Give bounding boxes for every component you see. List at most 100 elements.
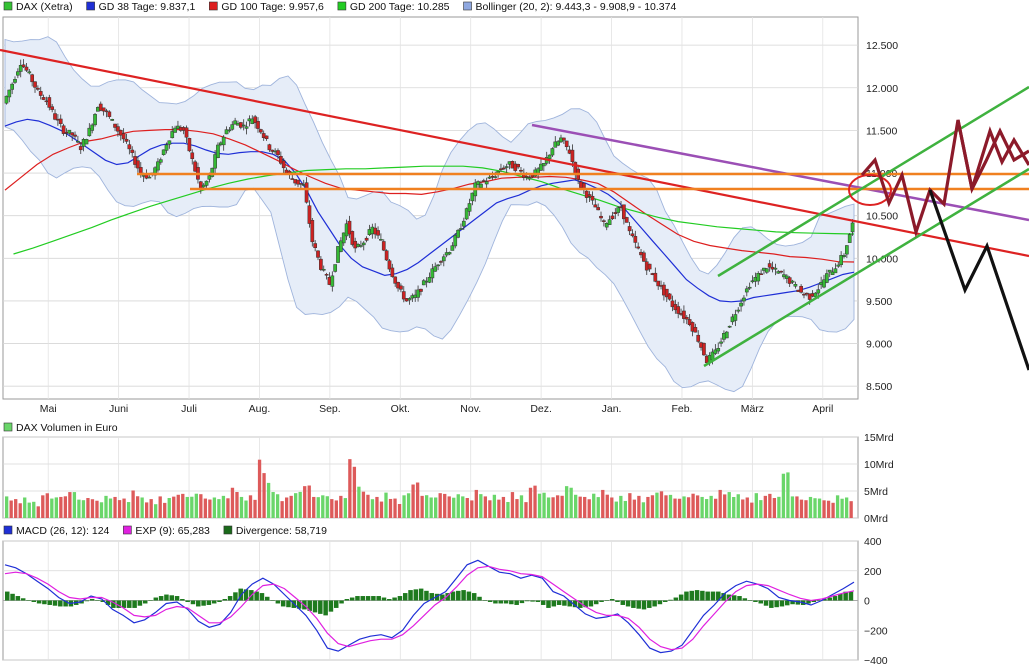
volume-bar (736, 494, 740, 518)
divergence-bar (355, 596, 360, 601)
candle-body (233, 120, 237, 125)
candle-body (201, 184, 206, 188)
price-y-tick-label: 11.500 (866, 125, 897, 137)
volume-bar (664, 495, 668, 518)
candle-body (450, 245, 455, 251)
volume-bar (415, 482, 420, 518)
divergence-bar (413, 589, 419, 601)
candle-body (130, 149, 135, 153)
legend-label: MACD (26, 12): 124 (16, 525, 110, 537)
volume-bar (163, 502, 167, 518)
volume-bar (316, 497, 320, 518)
divergence-bar (217, 600, 222, 602)
candle-body (336, 246, 340, 263)
volume-bar (781, 473, 786, 518)
candle-body (184, 127, 189, 138)
volume-bar (727, 492, 731, 518)
volume-bar (158, 496, 162, 518)
candle-body (784, 275, 789, 279)
volume-bar (849, 501, 853, 518)
divergence-bar (275, 600, 281, 604)
candle-body (593, 204, 598, 208)
macd-y-tick-label: −200 (864, 625, 888, 637)
candle-body (441, 256, 446, 262)
divergence-bar (795, 600, 801, 605)
volume-bar (411, 484, 415, 518)
divergence-bar (811, 600, 817, 602)
legend-label: DAX (Xetra) (16, 1, 73, 13)
candle-body (113, 123, 117, 128)
divergence-bar (678, 594, 684, 601)
divergence-bar (689, 590, 695, 601)
volume-bar (339, 495, 343, 518)
candle-body (379, 239, 383, 241)
candle-body (241, 124, 246, 127)
candle-body (296, 179, 300, 185)
divergence-bar (137, 600, 143, 606)
candle-body (364, 237, 369, 241)
divergence-bar (700, 590, 705, 601)
volume-bar (27, 502, 31, 518)
candle-body (53, 113, 57, 120)
divergence-bar (578, 600, 583, 608)
candle-body (816, 289, 821, 294)
candle-body (147, 176, 152, 179)
legend-label: Bollinger (20, 2): 9.443,3 - 9.908,9 - 1… (476, 1, 677, 13)
divergence-bar (567, 600, 572, 607)
candle-body (519, 169, 523, 172)
candle-body (642, 252, 646, 262)
volume-bar (583, 496, 587, 518)
candle-body (78, 146, 83, 151)
volume-bar (542, 492, 546, 518)
volume-bar (9, 500, 13, 518)
candle-body (779, 270, 783, 273)
forecast-zigzag-up-tail (956, 119, 1029, 190)
candle-body (299, 183, 303, 185)
divergence-bar (615, 600, 620, 602)
volume-bar (36, 506, 40, 518)
divergence-bar (519, 600, 525, 604)
candle-body (484, 181, 489, 185)
divergence-bar (222, 599, 228, 601)
candle-body (290, 178, 295, 180)
volume-bar (601, 489, 605, 518)
divergence-bar (387, 599, 392, 601)
candle-body (33, 81, 37, 88)
price-x-tick-label: Aug. (249, 403, 271, 415)
price-y-tick-label: 9.500 (866, 296, 892, 308)
volume-bar (650, 495, 655, 518)
volume-bar (826, 500, 831, 518)
divergence-bar (243, 589, 249, 601)
volume-bar (700, 496, 704, 518)
candle-body (390, 267, 395, 277)
volume-y-axis: 15Mrd 10Mrd 5Mrd 0Mrd (864, 432, 894, 525)
candle-body (787, 277, 792, 284)
volume-bar (303, 486, 307, 518)
candle-body (682, 310, 686, 319)
volume-bar (465, 498, 469, 518)
candle-body (21, 64, 26, 68)
volume-bar (682, 496, 686, 518)
divergence-bar (259, 593, 265, 601)
divergence-bar (164, 594, 169, 601)
divergence-bar (429, 593, 435, 601)
candle-body (527, 177, 532, 180)
volume-bar (375, 496, 379, 518)
trend-annotations (0, 48, 1029, 371)
volume-bar (294, 493, 298, 518)
volume-y-tick-label: 10Mrd (864, 459, 894, 471)
volume-bar (325, 496, 329, 518)
legend-swatch (3, 422, 13, 432)
candle-body (696, 334, 701, 342)
candle-body (127, 144, 132, 150)
candle-body (839, 255, 843, 265)
volume-legend: DAX Volumen in Euro (3, 422, 118, 434)
candle-body (204, 180, 209, 186)
volume-bar (307, 485, 311, 518)
divergence-bar (747, 600, 753, 601)
volume-bar (605, 494, 609, 518)
divergence-bar (434, 593, 440, 601)
divergence-bar (583, 600, 588, 608)
candle-body (516, 164, 520, 168)
